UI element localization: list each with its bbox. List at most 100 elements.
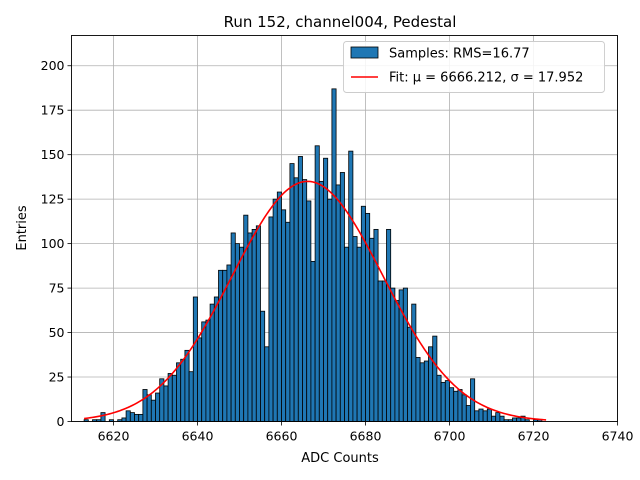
histogram-bar <box>419 362 425 422</box>
histogram-bar <box>491 415 497 422</box>
histogram-bar <box>218 269 224 422</box>
histogram-bar <box>197 337 203 422</box>
y-tick-label: 25 <box>49 370 65 385</box>
histogram-bar <box>188 371 194 422</box>
histogram-bar <box>482 410 488 422</box>
histogram-bar <box>415 357 421 422</box>
histogram-bar <box>125 410 131 422</box>
histogram-bar <box>444 380 450 422</box>
histogram-bar <box>465 405 471 422</box>
histogram-bar <box>402 287 408 422</box>
histogram-bar <box>478 408 484 422</box>
x-tick-label: 6640 <box>182 429 214 444</box>
histogram-bar <box>184 349 190 422</box>
histogram-bar <box>247 232 253 422</box>
x-tick-label: 6720 <box>518 429 550 444</box>
histogram-bar <box>302 179 308 422</box>
histogram-bar <box>440 381 446 422</box>
histogram-bar <box>138 413 144 422</box>
histogram-bar <box>512 417 518 422</box>
histogram-bar <box>318 180 324 422</box>
histogram-bar <box>201 321 207 422</box>
histogram-bar <box>381 280 387 422</box>
histogram-bar <box>369 237 375 422</box>
histogram-bar <box>142 389 148 422</box>
x-tick-label: 6620 <box>98 429 130 444</box>
histogram-bar <box>264 346 270 422</box>
histogram-bar <box>436 374 442 422</box>
histogram-bar <box>155 392 161 422</box>
y-tick-label: 150 <box>41 147 65 162</box>
histogram-bar <box>121 417 127 422</box>
histogram-bar <box>423 360 429 422</box>
histogram-bar <box>390 287 396 422</box>
histogram-bar <box>339 172 345 422</box>
histogram-bar <box>407 326 413 422</box>
histogram-bar <box>129 412 135 422</box>
histogram-bar <box>516 417 522 422</box>
histogram-bar <box>239 246 245 422</box>
y-axis-label: Entries <box>15 205 30 251</box>
x-tick-label: 6660 <box>266 429 298 444</box>
histogram-bar <box>335 184 341 422</box>
histogram-bar <box>134 413 140 422</box>
legend-label-fit: Fit: μ = 6666.212, σ = 17.952 <box>389 71 583 86</box>
histogram-bar <box>213 296 219 422</box>
histogram-bar <box>293 177 299 422</box>
histogram-bar <box>192 296 198 422</box>
histogram-bar <box>461 394 467 422</box>
histogram-bar <box>180 358 186 422</box>
y-tick-label: 200 <box>41 58 65 73</box>
y-tick-label: 175 <box>41 103 65 118</box>
histogram-bar <box>297 156 303 422</box>
x-tick-label: 6740 <box>602 429 634 444</box>
chart-title: Run 152, channel004, Pedestal <box>224 13 457 31</box>
histogram-bar <box>344 246 350 422</box>
histogram-bar <box>449 387 455 422</box>
histogram-bar <box>457 389 463 422</box>
histogram-bar <box>268 216 274 422</box>
y-tick-label: 75 <box>49 281 65 296</box>
x-tick-label: 6700 <box>434 429 466 444</box>
y-axis-ticks: 0 25 50 75 100 125 150 175 200 <box>41 58 72 429</box>
histogram-bar <box>100 412 106 422</box>
x-tick-label: 6680 <box>350 429 382 444</box>
histogram-bar <box>495 412 501 422</box>
histogram-bar <box>260 310 266 422</box>
histogram-bar <box>281 209 287 422</box>
histogram-bar <box>306 200 312 422</box>
histogram-bar <box>209 303 215 422</box>
histogram-bars <box>83 88 543 422</box>
histogram-bar <box>411 303 417 422</box>
histogram-bar <box>432 335 438 422</box>
histogram-bar <box>289 163 295 422</box>
histogram-bar <box>167 373 173 422</box>
histogram-bar <box>486 408 492 422</box>
histogram-bar <box>331 88 337 422</box>
legend-swatch-samples <box>350 46 379 59</box>
histogram-bar <box>171 374 177 422</box>
histogram-bar <box>386 228 392 422</box>
histogram-bar <box>276 191 282 422</box>
histogram-bar <box>226 264 232 422</box>
histogram-bar <box>285 221 291 422</box>
histogram-bar <box>314 145 320 422</box>
x-axis-ticks: 6620 6640 6660 6680 6700 6720 6740 <box>98 421 634 444</box>
histogram-bar <box>176 362 182 422</box>
fit-curve <box>84 180 547 421</box>
y-tick-label: 50 <box>49 325 65 340</box>
legend-box <box>343 41 605 93</box>
histogram-bar <box>356 246 362 422</box>
histogram-bar <box>348 150 354 422</box>
histogram-bar <box>150 399 156 422</box>
histogram-bar <box>255 225 261 422</box>
histogram-bar <box>272 198 278 422</box>
legend: Samples: RMS=16.77 Fit: μ = 6666.212, σ … <box>343 41 605 93</box>
x-axis-label: ADC Counts <box>301 451 379 466</box>
histogram-bar <box>394 300 400 422</box>
legend-label-samples: Samples: RMS=16.77 <box>389 47 530 62</box>
histogram-bar <box>251 228 257 422</box>
histogram-bar <box>146 394 152 422</box>
histogram-bar <box>327 198 333 422</box>
